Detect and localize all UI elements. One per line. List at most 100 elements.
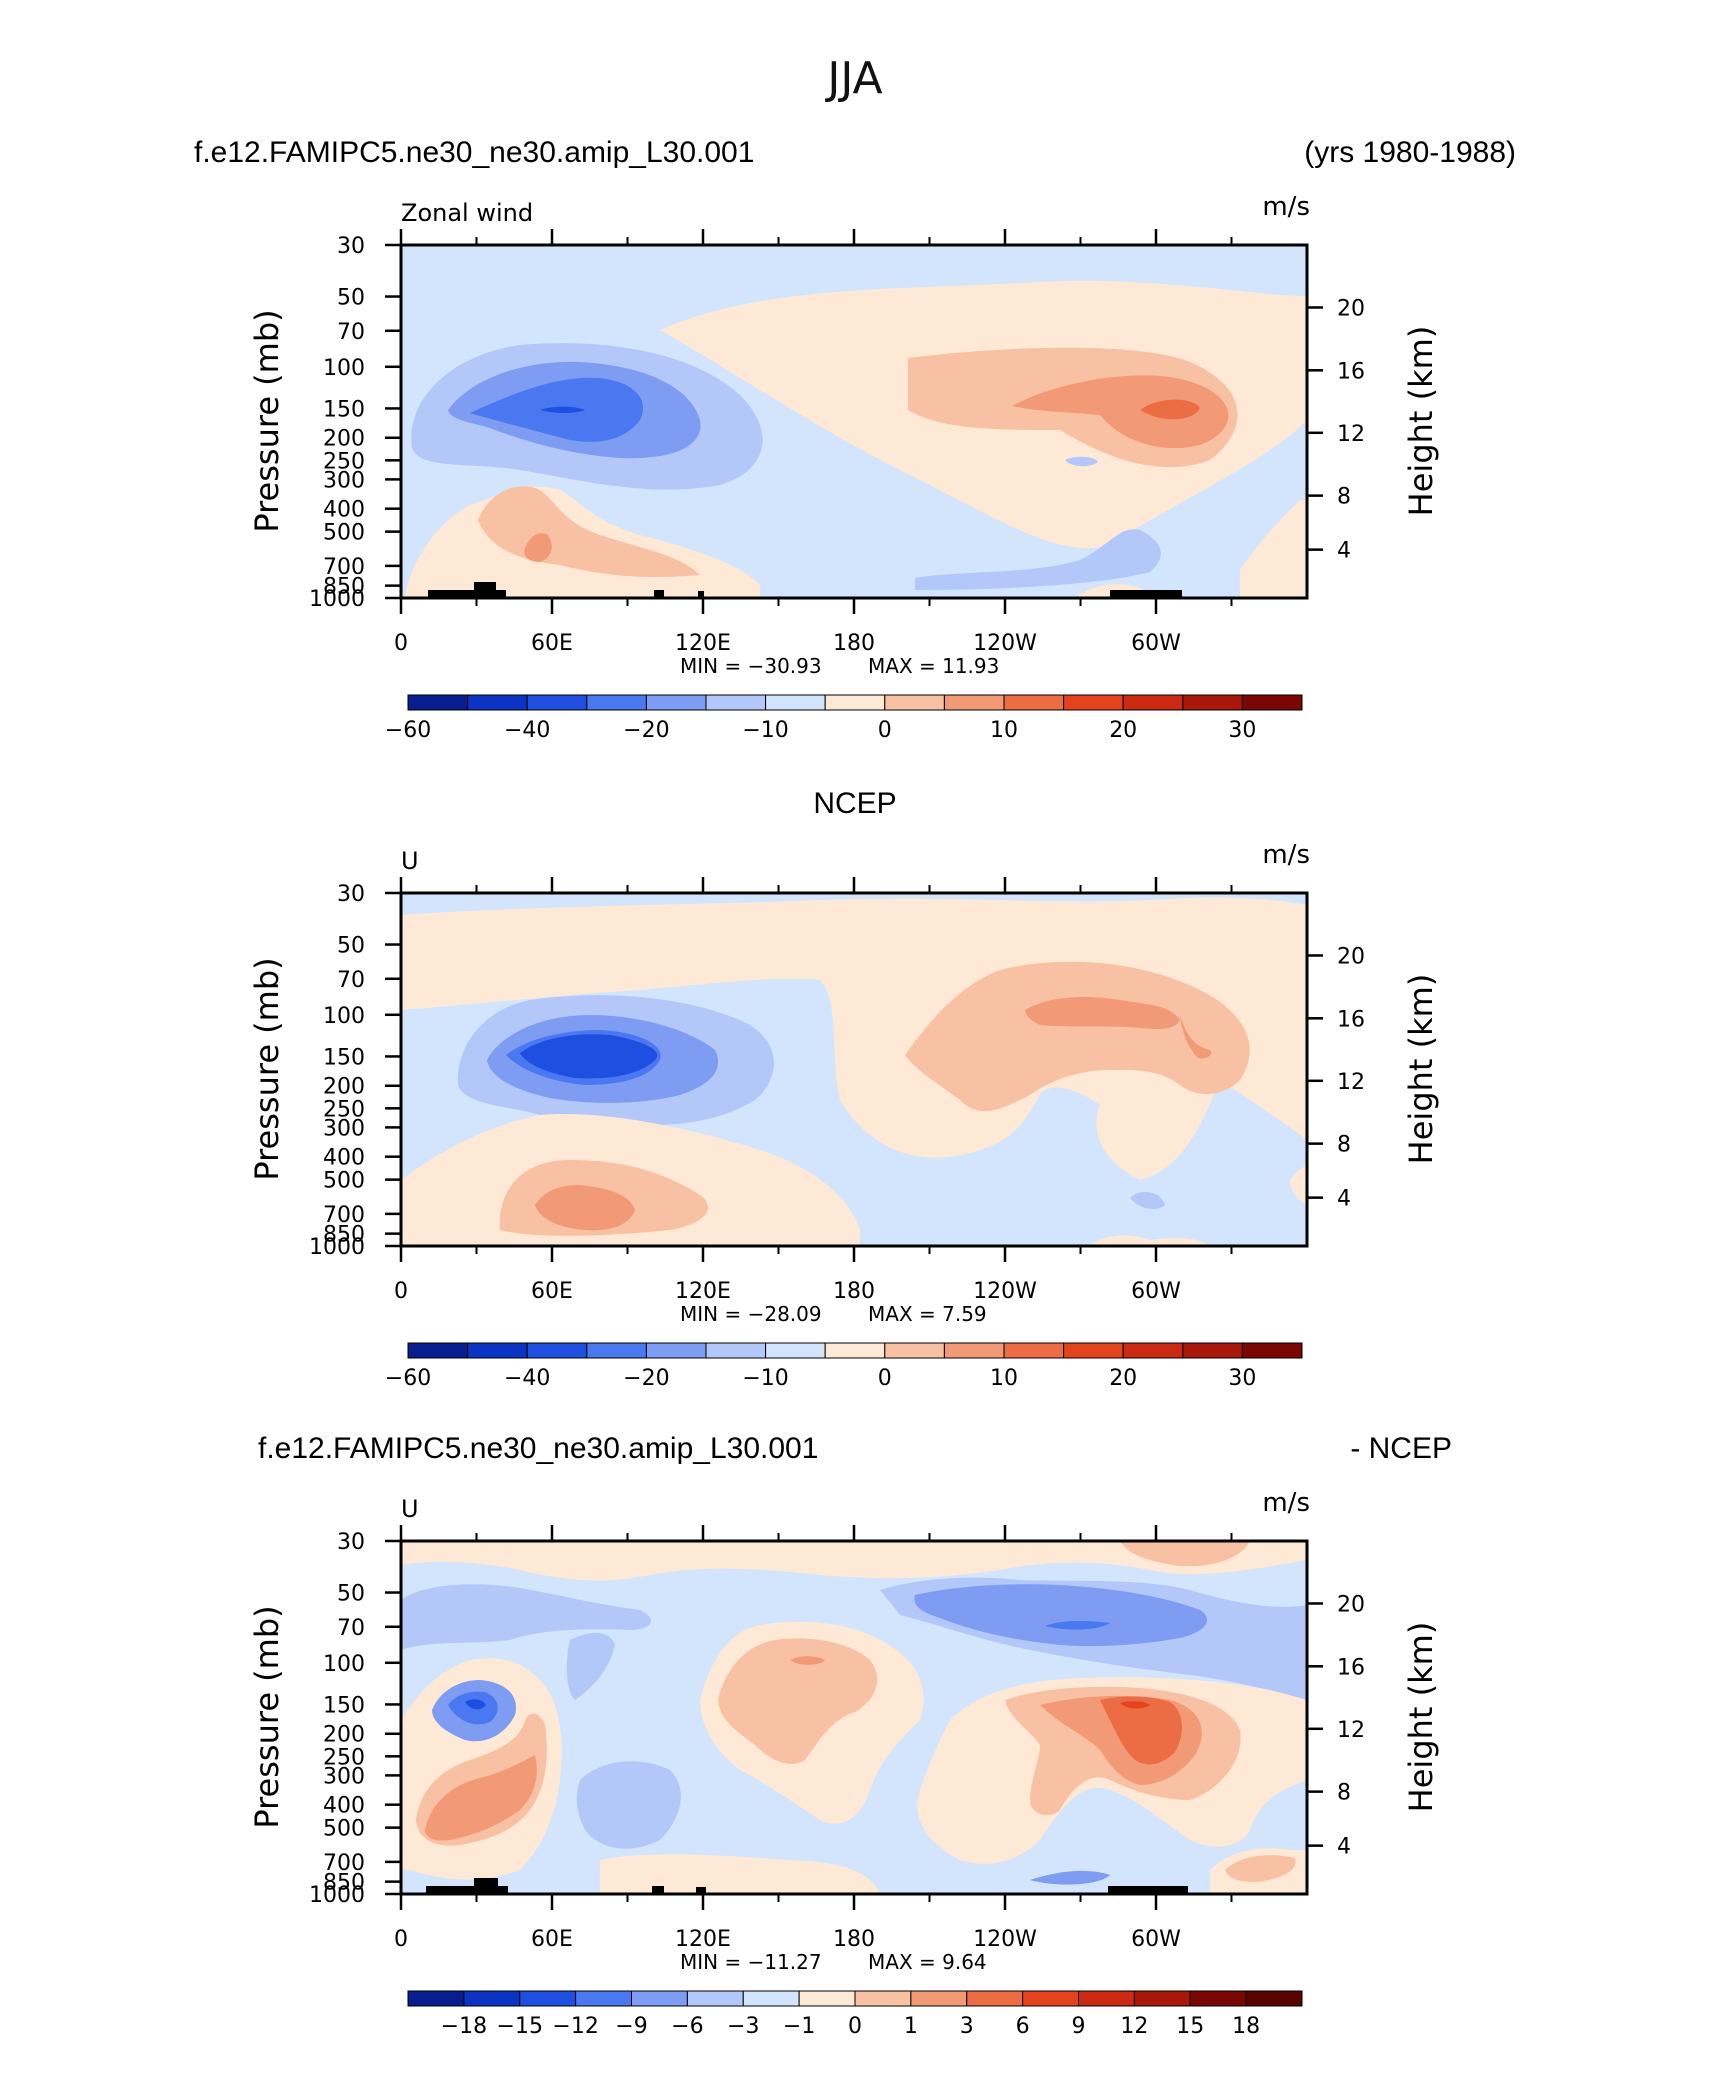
obs-title: NCEP	[813, 787, 896, 820]
topography	[428, 590, 506, 598]
y-tick-label: 100	[323, 356, 365, 381]
y2-tick-label: 8	[1337, 485, 1351, 510]
y-tick-label: 400	[323, 1794, 365, 1819]
x-tick-label: 120W	[973, 1927, 1037, 1952]
colorbar-label: −40	[504, 718, 550, 743]
y2-tick-label: 20	[1337, 1592, 1365, 1617]
y-tick-label: 1000	[309, 1883, 365, 1908]
y-tick-label: 1000	[309, 1235, 365, 1260]
contour-negative-upper-mid-2-diff	[914, 1584, 1208, 1647]
y-axis-title: Pressure (mb)	[248, 1605, 286, 1828]
y-tick-label: 700	[323, 1203, 365, 1228]
max-stat: MAX = 11.93	[868, 654, 999, 678]
colorbar-label: 30	[1228, 1366, 1256, 1391]
colorbar-label: 0	[878, 718, 892, 743]
y2-tick-label: 16	[1337, 1655, 1365, 1680]
contour-20-upper-ncep	[1025, 997, 1180, 1030]
contour-20-streak-ncep	[1180, 1015, 1212, 1059]
colorbar-swatch	[742, 1990, 800, 2007]
x-tick-label: 60W	[1131, 1279, 1181, 1304]
min-stat: MIN = −28.09	[680, 1302, 822, 1326]
y2-tick-label: 8	[1337, 1133, 1351, 1158]
contour-negative-upper-core-diff	[1045, 1621, 1110, 1630]
colorbar-swatch	[798, 1990, 856, 2007]
x-tick-label: 120W	[973, 631, 1037, 656]
topography	[698, 591, 704, 598]
y2-tick-label: 20	[1337, 296, 1365, 321]
topography	[696, 1887, 706, 1894]
colorbar-swatch	[519, 1990, 577, 2007]
colorbar-swatch	[1189, 1990, 1247, 2007]
contour-12-right-diff	[1120, 1701, 1150, 1709]
panel-model: 0 60E 120E 180 120W 60W3050701001502002503004…	[248, 192, 1440, 743]
contour-negative-lower-ncep	[1130, 1191, 1165, 1210]
y-tick-label: 30	[337, 1530, 365, 1555]
y-tick-label: 150	[323, 397, 365, 422]
colorbar-swatch	[467, 1342, 528, 1359]
colorbar-swatch	[526, 694, 588, 711]
colorbar-swatch	[1241, 1342, 1303, 1359]
y2-tick-label: 20	[1337, 944, 1365, 969]
variable-label: U	[401, 847, 419, 875]
y-tick-label: 300	[323, 468, 365, 493]
colorbar-swatch	[463, 1990, 521, 2007]
colorbar-swatch	[1122, 1342, 1184, 1359]
y-tick-label: 250	[323, 1097, 365, 1122]
y-tick-label: 500	[323, 1817, 365, 1842]
y-tick-label: 400	[323, 1146, 365, 1171]
contour-20-lower-ncep	[535, 1185, 635, 1231]
y-tick-label: 250	[323, 1745, 365, 1770]
y-tick-label: 150	[323, 1693, 365, 1718]
y-tick-label: 150	[323, 1045, 365, 1070]
colorbar-label: −20	[623, 1366, 669, 1391]
contour-positive-top-diff	[401, 1541, 1307, 1581]
colorbar-swatch	[526, 1342, 588, 1359]
x-tick-label: 180	[833, 1927, 875, 1952]
units-label: m/s	[1262, 1488, 1310, 1518]
colorbar-swatch	[1063, 694, 1124, 711]
contour-negative-core-model	[540, 406, 585, 413]
y-tick-label: 400	[323, 498, 365, 523]
topography	[474, 582, 496, 598]
colorbar-swatch	[824, 1342, 886, 1359]
years-label: (yrs 1980-1988)	[1304, 136, 1516, 169]
colorbar-label: −60	[385, 718, 431, 743]
contour-negative-core-3-left-diff	[465, 1699, 486, 1710]
x-tick-label: 120E	[675, 1279, 731, 1304]
y-tick-label: 700	[323, 555, 365, 580]
y-tick-label: 70	[337, 968, 365, 993]
y2-tick-label: 16	[1337, 1007, 1365, 1032]
y-tick-label: 500	[323, 521, 365, 546]
colorbar-label: 18	[1232, 2014, 1260, 2039]
colorbar-label: 12	[1120, 2014, 1148, 2039]
colorbar-swatch	[645, 694, 707, 711]
colorbar-swatch	[1022, 1990, 1079, 2007]
colorbar-label: 0	[878, 1366, 892, 1391]
y-tick-label: 100	[323, 1004, 365, 1029]
contour-negative-lower-model	[915, 529, 1161, 590]
contour-3-bottom-right-diff	[1225, 1855, 1296, 1882]
colorbar-swatch	[686, 1990, 744, 2007]
colorbar-label: 6	[1016, 2014, 1030, 2039]
y-tick-label: 700	[323, 1851, 365, 1876]
colorbar-swatch	[1003, 1342, 1065, 1359]
y-tick-label: 50	[337, 1582, 365, 1607]
topography	[652, 1886, 664, 1894]
contour-positive-strip-ncep	[1090, 1235, 1210, 1246]
min-stat: MIN = −11.27	[680, 1950, 822, 1974]
y2-axis-title: Height (km)	[1402, 974, 1440, 1165]
x-tick-label: 120E	[675, 631, 731, 656]
y-tick-label: 300	[323, 1764, 365, 1789]
y-tick-label: 300	[323, 1116, 365, 1141]
x-tick-label: 0	[394, 631, 408, 656]
contour-10-upper-ncep	[905, 961, 1250, 1112]
contour-6-upper-mid-diff	[790, 1656, 825, 1665]
colorbar-swatch	[407, 1342, 469, 1359]
variable-label: U	[401, 1495, 419, 1523]
max-stat: MAX = 7.59	[868, 1302, 987, 1326]
colorbar-label: −18	[441, 2014, 487, 2039]
colorbar-label: 0	[848, 2014, 862, 2039]
